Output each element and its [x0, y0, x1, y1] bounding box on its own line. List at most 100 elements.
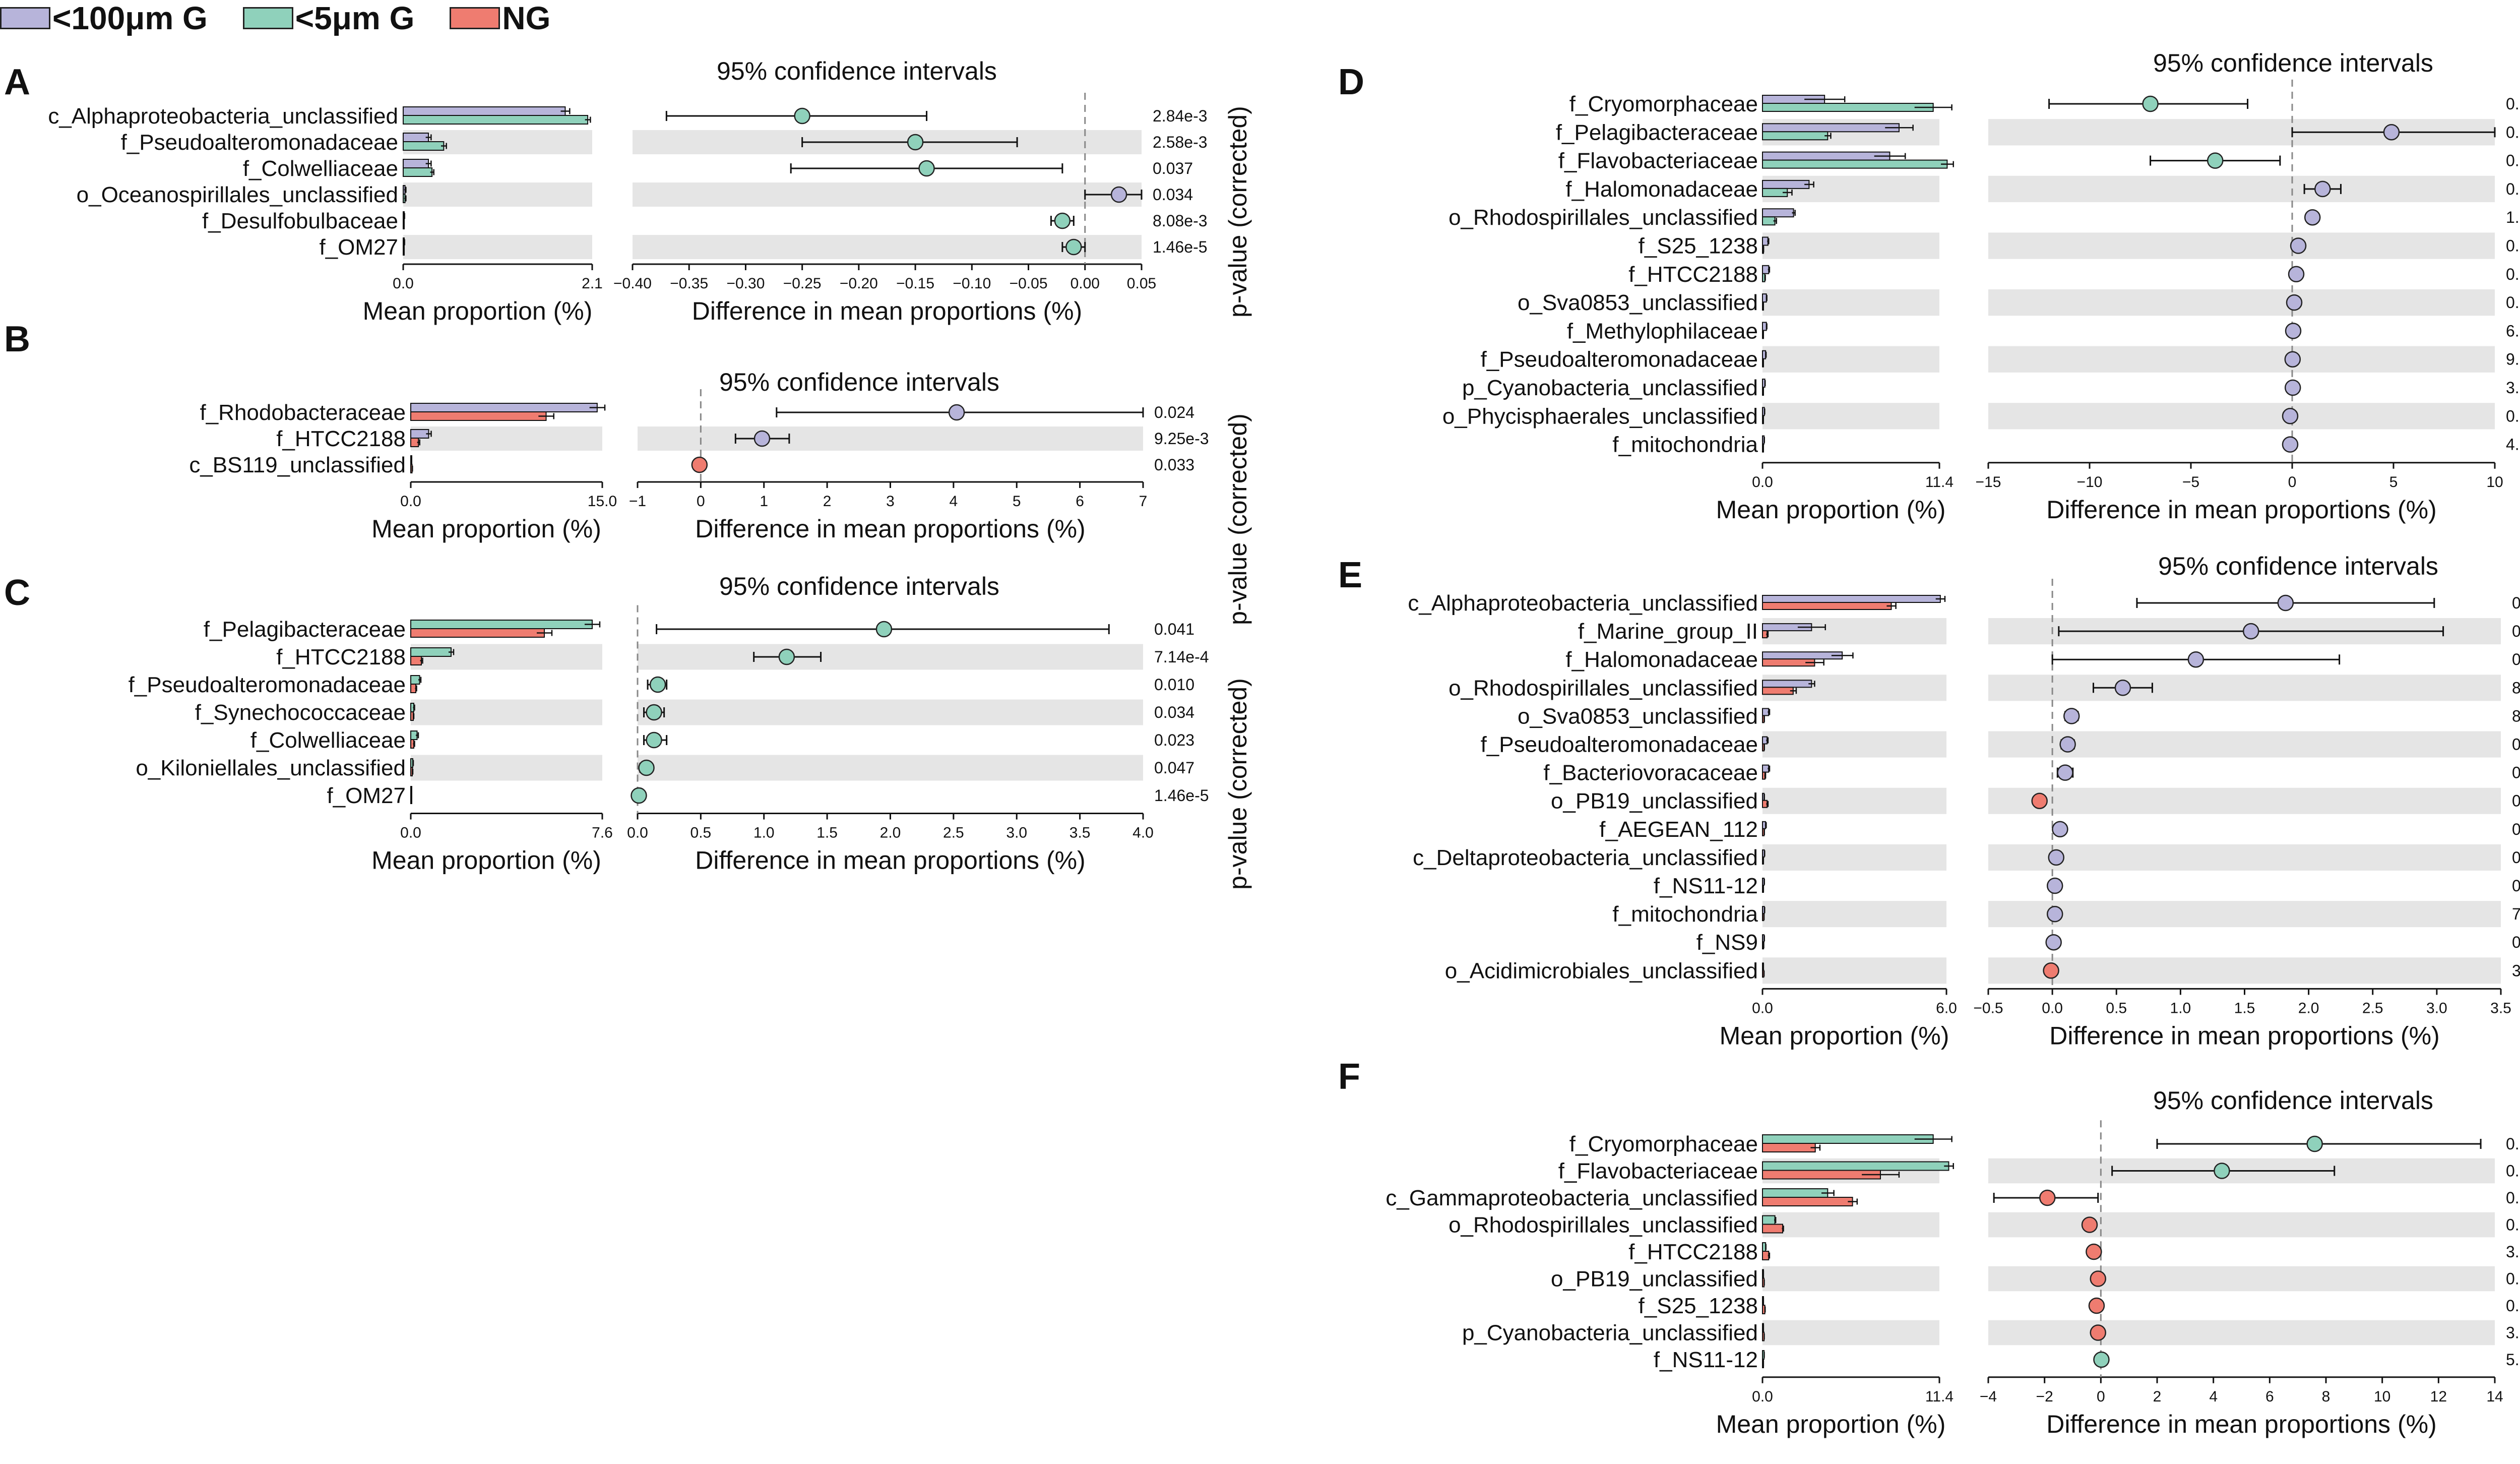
- panel-b-category-label: c_BS119_unclassified: [189, 453, 406, 477]
- panel-e-right-tick-label: 1.0: [2170, 1000, 2191, 1016]
- panel-a-bar-group2: [403, 141, 445, 151]
- panel-f-pvalue: 0.029: [2506, 1135, 2520, 1153]
- legend-item-5um: <5μm G: [242, 2, 414, 34]
- panel-letter-a: A: [4, 62, 30, 102]
- panel-b-pvalue: 0.033: [1154, 456, 1194, 474]
- panel-b-stripe-right: [638, 426, 1143, 451]
- panel-d-category-label: f_Halomonadaceae: [1565, 177, 1758, 202]
- panel-a-stripe-right: [633, 235, 1142, 259]
- panel-e-chart: 95% confidence intervals c_Alphaproteobac…: [1408, 552, 2520, 1050]
- panel-d-stripe-right: [1988, 403, 2495, 430]
- panel-c-diff-point: [778, 648, 795, 665]
- panel-f-right-tick-label: 14: [2486, 1388, 2503, 1405]
- panel-e-left-tick-label: 6.0: [1936, 1000, 1957, 1016]
- panel-e-pvalue: 0.048: [2512, 820, 2520, 838]
- panel-a-right-tick-label: −0.10: [953, 275, 991, 292]
- panel-f-pvalue: 5.96e-3: [2506, 1351, 2520, 1369]
- panel-f-title: 95% confidence intervals: [2153, 1086, 2433, 1115]
- panel-d-pvalue: 0.030: [2506, 237, 2520, 255]
- panel-a-right-tick-label: 0.05: [1127, 275, 1156, 292]
- panel-f-diff-point: [2081, 1216, 2098, 1233]
- panel-a-pvalue: 2.58e-3: [1153, 133, 1208, 151]
- panel-e-stripe-right: [1988, 787, 2501, 814]
- panel-b-left-axis-label: Mean proportion (%): [371, 515, 601, 543]
- panel-c-right-tick-label: 1.0: [753, 825, 775, 841]
- panel-a-right-tick-label: −0.35: [670, 275, 708, 292]
- panel-d-diff-point: [2284, 379, 2301, 396]
- panel-c-diff-point: [631, 787, 647, 804]
- panel-d-bar-group1: [1762, 179, 1810, 189]
- panel-b-right-tick-label: −1: [629, 493, 646, 510]
- panel-e-pvalue: 3.03e-5: [2512, 961, 2520, 980]
- panel-letter-c: C: [4, 573, 30, 613]
- panel-f-bar-group1: [1762, 1242, 1767, 1252]
- panel-f-right-tick-label: 0: [2097, 1388, 2105, 1405]
- panel-b-left-tick-label: 15.0: [588, 493, 617, 510]
- panel-e-pvalue: 0.018: [2512, 933, 2520, 951]
- panel-d-diff-point: [2383, 124, 2400, 141]
- panel-f-diff-point: [2093, 1351, 2110, 1368]
- panel-d-category-label: f_HTCC2188: [1628, 262, 1758, 287]
- panel-c-diff-point: [649, 676, 666, 693]
- panel-d-left-axis-label: Mean proportion (%): [1716, 496, 1946, 524]
- panel-d-category-label: o_Rhodospirillales_unclassified: [1448, 205, 1758, 230]
- panel-f-category-label: f_Flavobacteriaceae: [1558, 1159, 1758, 1184]
- panel-c-stripe-left: [411, 699, 602, 725]
- panel-f-pvalue: 3.57e-3: [2506, 1324, 2520, 1342]
- panel-f-category-label: c_Gammaproteobacteria_unclassified: [1385, 1186, 1758, 1210]
- panel-f-bar-group1: [1762, 1161, 1949, 1171]
- panel-e-stripe-left: [1762, 787, 1946, 814]
- panel-e-left-axis-label: Mean proportion (%): [1720, 1021, 1949, 1050]
- panel-b-diff-point: [753, 430, 771, 447]
- panel-c-pvalue: 0.010: [1154, 676, 1194, 694]
- panel-b-chart: 95% confidence intervals f_Rhodobacterace…: [189, 368, 1252, 625]
- panel-c-right-tick-label: 2.0: [880, 825, 901, 841]
- panel-f-right-tick-label: 12: [2430, 1388, 2447, 1405]
- panel-d-stripe-right: [1988, 232, 2495, 259]
- panel-f-category-label: o_Rhodospirillales_unclassified: [1448, 1213, 1758, 1238]
- panel-d-diff-point: [2284, 351, 2301, 368]
- panel-c-pvalue-axis-label: p-value (corrected): [1224, 678, 1252, 890]
- panel-e-pvalue: 8.00e-3: [2512, 679, 2520, 697]
- panel-f-bar-group1: [1762, 1188, 1829, 1198]
- panel-d-bar-group1: [1762, 293, 1767, 303]
- panel-a-right-tick-label: −0.20: [840, 275, 878, 292]
- panel-f-right-tick-label: 4: [2209, 1388, 2218, 1405]
- panel-a-diff-point: [918, 160, 935, 177]
- panel-e-stripe-right: [1988, 901, 2501, 928]
- panel-f-pvalue: 3.00e-3: [2506, 1243, 2520, 1261]
- panel-e-category-label: f_AEGEAN_112: [1599, 817, 1758, 842]
- panel-c-stripe-right: [638, 755, 1143, 781]
- panel-d-diff-point: [2282, 436, 2299, 453]
- panel-letter-f: F: [1338, 1057, 1360, 1097]
- panel-c-right-tick-label: 3.5: [1069, 825, 1091, 841]
- panel-d-bar-group2: [1762, 103, 1934, 112]
- panel-a-pvalue: 2.84e-3: [1153, 107, 1208, 125]
- panel-e-category-label: f_Bacteriovoracaceae: [1543, 761, 1758, 785]
- panel-f-pvalue: 0.040: [2506, 1162, 2520, 1180]
- panel-b-right-tick-label: 7: [1139, 493, 1148, 510]
- panel-d-category-label: o_Sva0853_unclassified: [1518, 290, 1758, 315]
- panel-d-bar-group2: [1762, 131, 1829, 141]
- panel-c-diff-point: [646, 704, 662, 721]
- panel-b-bar-group1: [410, 429, 429, 439]
- legend: <100μm G <5μm G NG: [0, 0, 586, 36]
- legend-swatch-100um: [0, 7, 50, 29]
- panel-e-stripe-left: [1762, 618, 1946, 645]
- panel-f-stripe-left: [1762, 1266, 1939, 1292]
- panel-d-stripe-left: [1762, 346, 1939, 373]
- legend-swatch-5um: [242, 7, 293, 29]
- panel-c-pvalue: 1.46e-5: [1154, 786, 1209, 805]
- panel-c-pvalue: 7.14e-4: [1154, 648, 1209, 666]
- panel-d-diff-point: [2288, 266, 2305, 283]
- panel-e-diff-point: [2242, 623, 2259, 640]
- panel-a-category-label: f_Colwelliaceae: [243, 156, 398, 181]
- panel-d-bar-group1: [1762, 208, 1794, 218]
- panel-f-right-tick-label: 8: [2322, 1388, 2330, 1405]
- panel-e-pvalue: 0.040: [2512, 764, 2520, 782]
- panel-e-stripe-right: [1988, 844, 2501, 871]
- panel-a-diff-point: [907, 134, 924, 151]
- panel-e-diff-point: [2277, 594, 2294, 612]
- panel-b-bar-group1: [410, 403, 598, 412]
- panel-d-pvalue: 0.028: [2506, 407, 2520, 425]
